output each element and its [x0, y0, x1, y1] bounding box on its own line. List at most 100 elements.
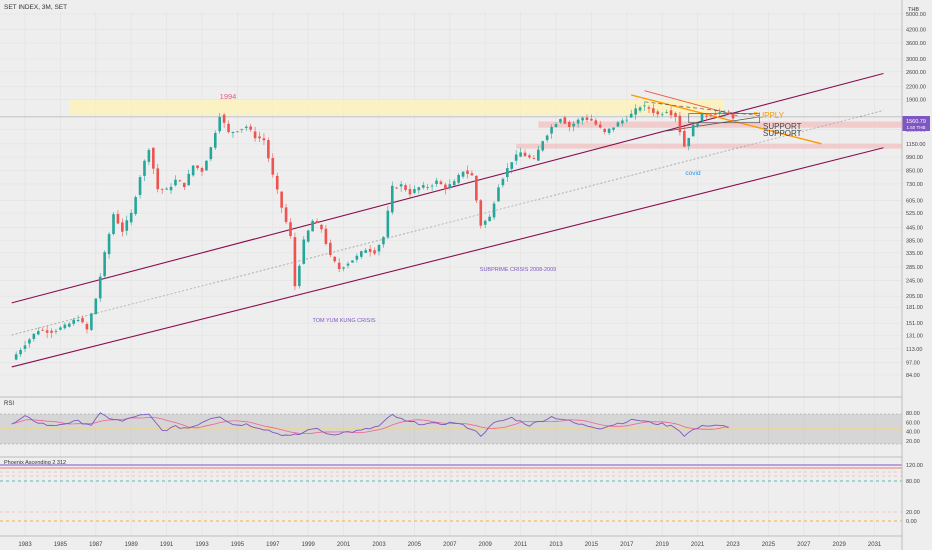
price-tick-label: 1150.00 [906, 142, 925, 148]
candle [191, 165, 195, 177]
price-tick-label: 4200.00 [906, 27, 926, 33]
candle-body [147, 149, 151, 162]
candle [722, 110, 726, 118]
candle-body [355, 255, 359, 260]
candle-body [656, 111, 660, 115]
candle-body [174, 179, 177, 186]
candle-body [545, 135, 549, 141]
price-tick-label: 2600.00 [906, 70, 926, 76]
annotation-covid: covid [685, 170, 701, 177]
candle-body [687, 137, 691, 147]
price-tick-label: 131.00 [906, 334, 923, 340]
price-candles [14, 101, 735, 361]
candle [497, 184, 500, 202]
candle-body [488, 216, 491, 222]
candle [36, 327, 40, 336]
candle [514, 150, 518, 165]
price-tick-label: 445.00 [906, 226, 923, 232]
candle [293, 232, 297, 291]
candle [567, 120, 571, 132]
candle-body [669, 110, 673, 116]
annotation-1994: 1994 [220, 92, 237, 101]
candle [413, 185, 416, 195]
candle [581, 116, 584, 125]
candle [687, 137, 691, 151]
candle-body [598, 124, 602, 128]
time-tick-label: 2019 [656, 542, 670, 548]
candle [169, 183, 173, 195]
rsi-tick-label: 60.00 [906, 420, 920, 426]
candle-body [647, 107, 651, 109]
candle [320, 223, 323, 233]
candle [227, 120, 230, 134]
price-tick-label: 3000.00 [906, 57, 926, 63]
candle [240, 128, 244, 133]
price-tick-label: 181.00 [906, 305, 923, 311]
candle [506, 163, 509, 182]
candle-body [236, 131, 239, 133]
candle [532, 154, 536, 160]
time-tick-label: 1999 [302, 542, 316, 548]
candle-body [554, 124, 558, 128]
candle-body [156, 168, 160, 190]
candle-body [607, 128, 611, 134]
time-tick-label: 2023 [726, 542, 740, 548]
candle-body [479, 200, 483, 226]
candle-body [311, 220, 314, 232]
candle-body [302, 239, 306, 264]
candle-body [444, 184, 447, 190]
candle [448, 179, 452, 191]
candle-body [559, 119, 562, 123]
candle-body [23, 345, 27, 349]
candle [386, 205, 390, 240]
candle-body [81, 318, 84, 323]
candle-body [691, 124, 695, 137]
candle-body [506, 168, 509, 178]
candle [483, 219, 487, 228]
candle-body [271, 157, 275, 175]
candle [590, 114, 593, 122]
candle-body [67, 323, 71, 327]
candle [187, 169, 191, 186]
candle-body [523, 152, 527, 157]
candle-body [528, 155, 531, 158]
candle-body [138, 177, 142, 195]
phoenix-tick-label: 20.00 [906, 510, 920, 516]
candle [200, 166, 204, 177]
candle-body [572, 123, 575, 127]
candle [643, 101, 646, 111]
candle-body [576, 119, 580, 124]
candle-body [590, 118, 593, 121]
candle [178, 179, 182, 182]
candle [218, 112, 221, 134]
candle-body [41, 329, 44, 331]
candle [360, 250, 363, 260]
candle-body [466, 170, 469, 174]
candle-body [90, 313, 93, 330]
candle-body [563, 117, 567, 124]
price-tick-label: 245.00 [906, 278, 923, 284]
candle [302, 236, 306, 265]
candle [727, 109, 730, 115]
candle [421, 181, 425, 190]
candle [165, 187, 168, 190]
candle-body [674, 113, 677, 117]
currency-label: THB [908, 7, 919, 13]
candle-body [187, 173, 191, 186]
candle [705, 112, 708, 120]
candle [603, 128, 606, 135]
candle-body [652, 108, 655, 113]
price-tick-label: 84.00 [906, 373, 920, 379]
candle [19, 347, 22, 357]
price-tick-label: 385.00 [906, 239, 923, 245]
candle [612, 127, 615, 133]
candle [660, 111, 664, 117]
candle-body [413, 189, 416, 193]
candle [691, 121, 695, 137]
candle [528, 153, 531, 160]
candle-body [439, 181, 443, 185]
candle-body [386, 210, 390, 238]
price-tick-label: 5000.00 [906, 12, 926, 18]
candle [209, 146, 213, 162]
candle-body [143, 160, 146, 176]
